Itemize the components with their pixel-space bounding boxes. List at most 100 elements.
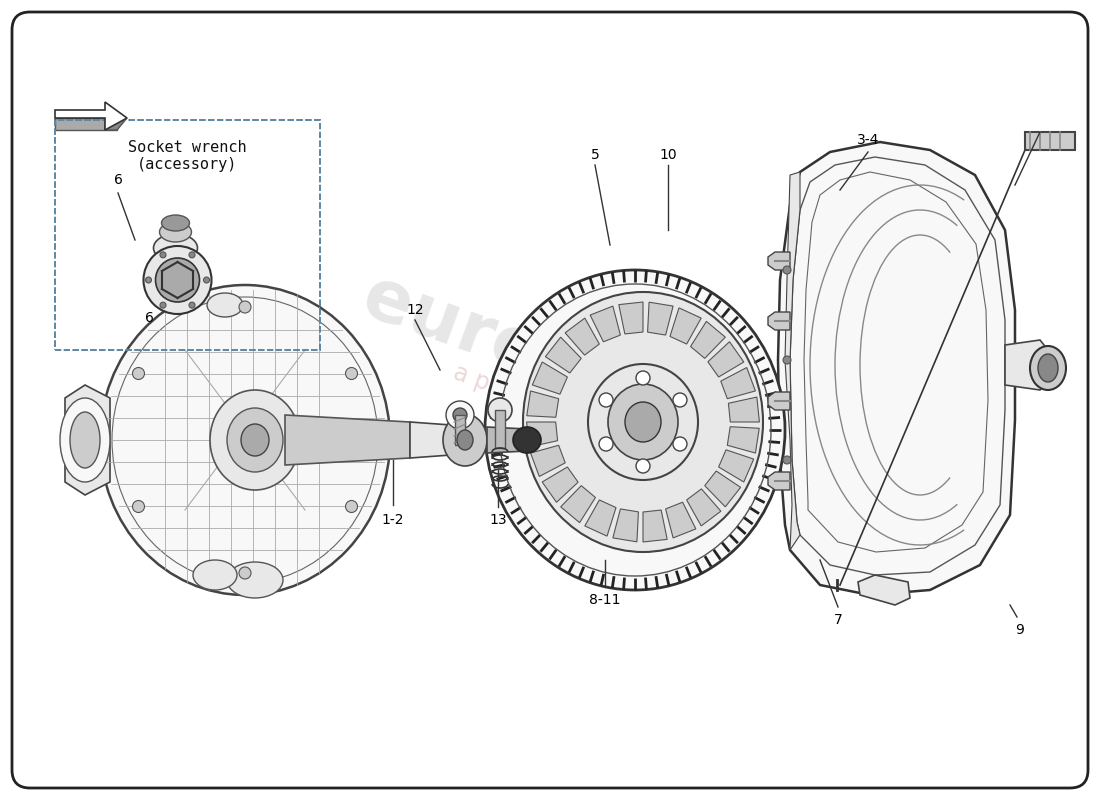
Text: 5: 5 bbox=[591, 148, 600, 162]
Polygon shape bbox=[619, 302, 644, 334]
Ellipse shape bbox=[239, 301, 251, 313]
Polygon shape bbox=[104, 118, 126, 130]
Ellipse shape bbox=[227, 562, 283, 598]
Ellipse shape bbox=[145, 277, 152, 283]
Ellipse shape bbox=[673, 393, 688, 407]
Ellipse shape bbox=[345, 501, 358, 513]
Polygon shape bbox=[670, 308, 701, 344]
Polygon shape bbox=[285, 415, 410, 465]
Polygon shape bbox=[644, 510, 668, 542]
Ellipse shape bbox=[189, 252, 195, 258]
Polygon shape bbox=[591, 306, 620, 342]
Polygon shape bbox=[487, 427, 527, 453]
Polygon shape bbox=[705, 471, 740, 507]
Ellipse shape bbox=[192, 560, 236, 590]
Bar bbox=[455, 415, 465, 445]
Text: 6: 6 bbox=[113, 173, 122, 187]
Polygon shape bbox=[613, 509, 638, 542]
Ellipse shape bbox=[132, 367, 144, 379]
Ellipse shape bbox=[600, 393, 613, 407]
Ellipse shape bbox=[241, 424, 270, 456]
Ellipse shape bbox=[625, 402, 661, 442]
Polygon shape bbox=[858, 575, 910, 605]
Ellipse shape bbox=[155, 258, 199, 302]
Ellipse shape bbox=[513, 427, 541, 453]
Ellipse shape bbox=[1038, 354, 1058, 382]
Text: a passion for performance: a passion for performance bbox=[450, 361, 750, 490]
Polygon shape bbox=[785, 172, 800, 550]
Bar bbox=[1025, 132, 1075, 150]
Text: eurosources: eurosources bbox=[353, 262, 847, 498]
Text: 7: 7 bbox=[834, 613, 843, 627]
Polygon shape bbox=[585, 500, 616, 536]
Ellipse shape bbox=[60, 398, 110, 482]
Polygon shape bbox=[768, 392, 790, 410]
Ellipse shape bbox=[210, 390, 300, 490]
Polygon shape bbox=[768, 312, 790, 330]
Ellipse shape bbox=[132, 501, 144, 513]
Polygon shape bbox=[686, 489, 720, 526]
Text: 9: 9 bbox=[1015, 623, 1024, 637]
Text: 6: 6 bbox=[145, 311, 154, 325]
Ellipse shape bbox=[453, 408, 468, 422]
Ellipse shape bbox=[446, 401, 474, 429]
Bar bbox=[55, 120, 320, 350]
Polygon shape bbox=[530, 446, 565, 477]
Ellipse shape bbox=[345, 367, 358, 379]
Bar bbox=[55, 120, 320, 350]
Ellipse shape bbox=[204, 277, 209, 283]
Ellipse shape bbox=[456, 430, 473, 450]
Text: 1985: 1985 bbox=[801, 438, 899, 502]
Ellipse shape bbox=[783, 456, 791, 464]
Polygon shape bbox=[542, 467, 579, 502]
Ellipse shape bbox=[70, 412, 100, 468]
Ellipse shape bbox=[160, 302, 166, 308]
Text: 8-11: 8-11 bbox=[590, 593, 620, 607]
Text: 12: 12 bbox=[406, 303, 424, 317]
Polygon shape bbox=[718, 450, 754, 482]
Ellipse shape bbox=[1030, 346, 1066, 390]
Ellipse shape bbox=[207, 293, 243, 317]
Ellipse shape bbox=[154, 234, 198, 262]
Polygon shape bbox=[527, 422, 558, 447]
Polygon shape bbox=[410, 422, 465, 458]
Polygon shape bbox=[65, 385, 110, 495]
Polygon shape bbox=[55, 118, 117, 130]
Ellipse shape bbox=[783, 356, 791, 364]
Ellipse shape bbox=[160, 222, 191, 242]
Polygon shape bbox=[720, 367, 756, 398]
Bar bbox=[495, 410, 505, 448]
Polygon shape bbox=[532, 362, 568, 394]
Ellipse shape bbox=[588, 364, 698, 480]
Ellipse shape bbox=[160, 252, 166, 258]
Polygon shape bbox=[561, 486, 595, 522]
Polygon shape bbox=[666, 502, 696, 538]
Polygon shape bbox=[55, 102, 126, 130]
Polygon shape bbox=[708, 342, 744, 377]
Polygon shape bbox=[546, 337, 581, 373]
Ellipse shape bbox=[600, 437, 613, 451]
Ellipse shape bbox=[488, 398, 512, 422]
Ellipse shape bbox=[189, 302, 195, 308]
Polygon shape bbox=[778, 142, 1015, 595]
Ellipse shape bbox=[608, 384, 678, 460]
Polygon shape bbox=[691, 322, 725, 358]
Text: 1-2: 1-2 bbox=[382, 513, 405, 527]
Ellipse shape bbox=[227, 408, 283, 472]
Ellipse shape bbox=[485, 270, 785, 590]
Ellipse shape bbox=[636, 459, 650, 473]
Polygon shape bbox=[527, 391, 559, 418]
Text: 13: 13 bbox=[490, 513, 507, 527]
Polygon shape bbox=[648, 302, 673, 335]
Polygon shape bbox=[565, 318, 600, 355]
Ellipse shape bbox=[783, 266, 791, 274]
Ellipse shape bbox=[443, 414, 487, 466]
Ellipse shape bbox=[239, 567, 251, 579]
Polygon shape bbox=[1005, 340, 1048, 390]
Text: 10: 10 bbox=[659, 148, 676, 162]
Text: Socket wrench
(accessory): Socket wrench (accessory) bbox=[129, 140, 246, 172]
Polygon shape bbox=[768, 472, 790, 490]
Text: 3-4: 3-4 bbox=[857, 133, 879, 147]
Ellipse shape bbox=[636, 371, 650, 385]
Ellipse shape bbox=[100, 285, 390, 595]
